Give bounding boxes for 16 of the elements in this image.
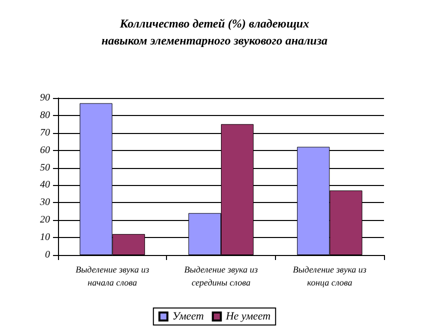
y-tick-label: 20 xyxy=(40,214,50,226)
y-tick-label: 10 xyxy=(40,232,50,244)
x-tick-label: Выделение звука из начала слова xyxy=(76,264,150,288)
x-tick-label: Выделение звука из конца слова xyxy=(292,264,367,288)
y-tick-label: 70 xyxy=(40,127,50,138)
y-tick-label: 40 xyxy=(40,180,50,191)
x-tick-label: Выделение звука из середины слова xyxy=(184,264,258,288)
chart-title: Колличество детей (%) владеющих навыком элементарного звукового анализа xyxy=(101,16,328,48)
y-tick-label: 80 xyxy=(40,110,50,121)
y-tick-label: 60 xyxy=(40,144,50,156)
y-tick-label: 50 xyxy=(40,162,50,174)
y-tick-label: 90 xyxy=(40,92,50,104)
y-tick-label: 0 xyxy=(45,250,50,260)
legend-label: Умеет xyxy=(172,310,204,322)
y-tick-label: 30 xyxy=(39,197,50,208)
legend-label: Не умеет xyxy=(224,310,271,322)
